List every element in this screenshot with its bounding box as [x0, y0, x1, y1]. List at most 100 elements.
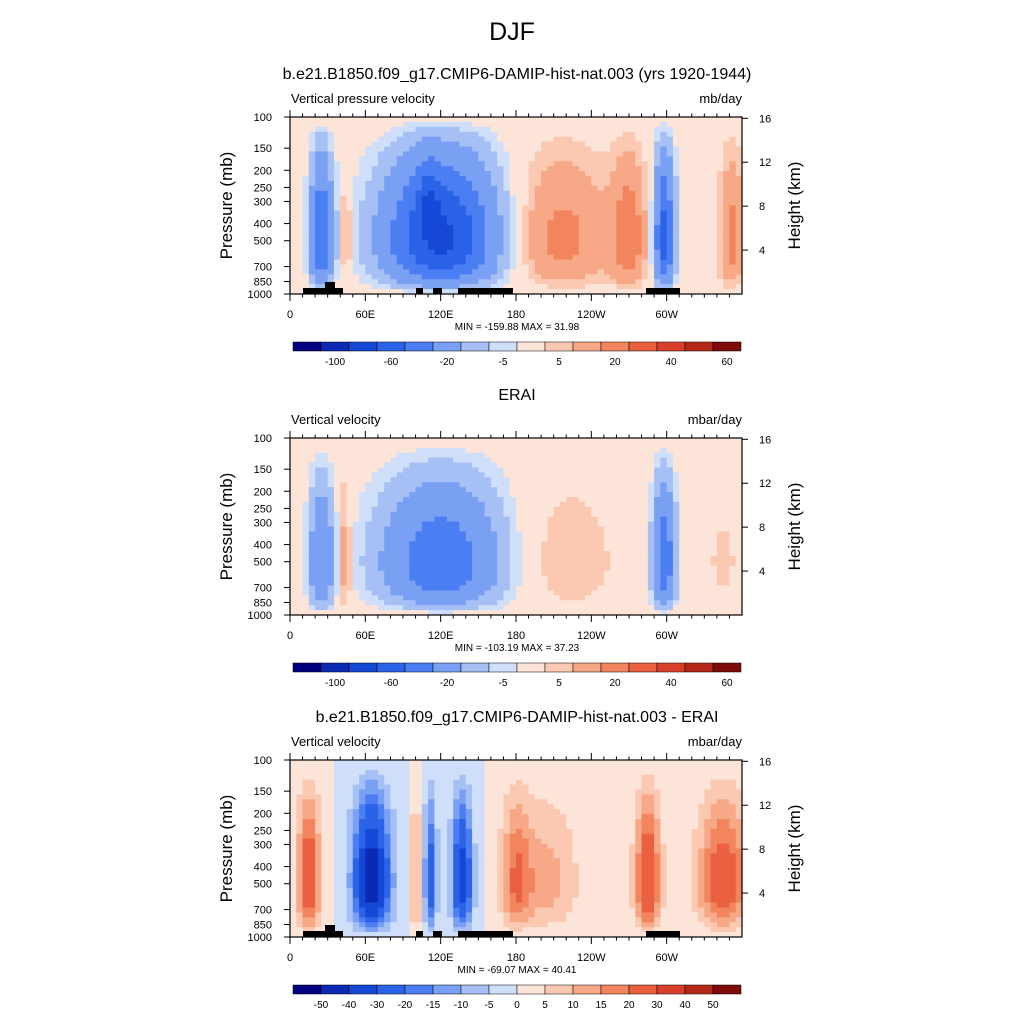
heatmap-cell: [716, 264, 724, 271]
heatmap-cell: [484, 482, 492, 488]
heatmap-cell: [704, 570, 712, 577]
heatmap-cell: [428, 462, 435, 469]
heatmap-cell: [572, 235, 580, 241]
heatmap-cell: [716, 249, 724, 256]
heatmap-cell: [503, 254, 511, 261]
heatmap-cell: [490, 195, 498, 202]
heatmap-cell: [453, 136, 461, 143]
heatmap-cell: [296, 590, 304, 596]
heatmap-cell: [409, 121, 417, 128]
heatmap-cell: [296, 126, 304, 133]
heatmap-cell: [566, 506, 574, 513]
heatmap-cell: [666, 457, 674, 464]
topography-bar: [646, 288, 680, 294]
heatmap-cell: [371, 487, 379, 493]
panel-units-label: mb/day: [699, 91, 742, 106]
heatmap-cell: [403, 121, 410, 128]
heatmap-cell: [654, 269, 661, 275]
heatmap-cell: [528, 156, 536, 162]
heatmap-cell: [459, 126, 467, 133]
heatmap-cell: [315, 205, 322, 212]
heatmap-cell: [572, 546, 580, 552]
heatmap-cell: [290, 487, 297, 493]
heatmap-cell: [396, 516, 404, 523]
heatmap-cell: [296, 210, 304, 216]
heatmap-cell: [465, 279, 473, 285]
heatmap-cell: [321, 161, 329, 167]
heatmap-cell: [365, 244, 373, 251]
heatmap-cell: [503, 447, 511, 454]
heatmap-cell: [528, 264, 536, 271]
heatmap-cell: [685, 269, 693, 275]
heatmap-cell: [710, 230, 718, 236]
heatmap-cell: [459, 171, 467, 177]
heatmap-cell: [528, 438, 536, 444]
heatmap-cell: [698, 526, 705, 533]
heatmap-cell: [528, 575, 536, 582]
heatmap-cell: [578, 279, 586, 285]
heatmap-cell: [503, 176, 511, 182]
heatmap-cell: [384, 457, 392, 464]
heatmap-cell: [396, 462, 404, 469]
heatmap-cell: [559, 259, 567, 266]
heatmap-cell: [415, 190, 423, 197]
heatmap-cell: [290, 185, 297, 192]
heatmap-cell: [516, 249, 523, 256]
heatmap-cell: [403, 156, 410, 162]
heatmap-cell: [465, 482, 473, 488]
heatmap-cell: [340, 249, 348, 256]
heatmap-cell: [453, 487, 461, 493]
heatmap-cell: [597, 585, 605, 592]
topography-mask: [303, 282, 680, 294]
heatmap-cell: [691, 200, 699, 207]
heatmap-cell: [472, 146, 479, 153]
heatmap-cell: [453, 526, 461, 533]
heatmap-cell: [409, 220, 417, 226]
heatmap-cell: [691, 284, 699, 290]
heatmap-cell: [472, 580, 479, 587]
heatmap-cell: [352, 141, 360, 148]
heatmap-cell: [403, 585, 410, 592]
heatmap-cell: [371, 185, 379, 192]
heatmap-cell: [396, 526, 404, 533]
heatmap-cell: [446, 205, 454, 212]
heatmap-cell: [421, 438, 429, 444]
heatmap-cell: [610, 536, 618, 542]
heatmap-cell: [528, 516, 536, 523]
heatmap-cell: [290, 259, 297, 266]
heatmap-cell: [509, 249, 517, 256]
y-tick-label: 850: [254, 277, 272, 289]
heatmap-cell: [547, 156, 555, 162]
heatmap-cell: [327, 126, 335, 133]
heatmap-cell: [484, 131, 492, 138]
heatmap-cell: [315, 254, 322, 261]
heatmap-cell: [428, 136, 435, 143]
heatmap-cell: [685, 511, 693, 518]
heatmap-cell: [384, 447, 392, 454]
heatmap-cell: [440, 516, 448, 523]
heatmap-cell: [685, 546, 693, 552]
heatmap-cell: [384, 121, 392, 128]
heatmap-cell: [390, 467, 398, 474]
heatmap-cell: [396, 467, 404, 474]
heatmap-cell: [679, 180, 687, 187]
heatmap-cell: [346, 230, 354, 236]
heatmap-cell: [290, 269, 297, 275]
heatmap-cell: [465, 452, 473, 459]
heatmap-cell: [572, 274, 580, 280]
heatmap-cell: [333, 447, 341, 454]
heatmap-cell: [729, 259, 737, 266]
heatmap-cell: [685, 121, 693, 128]
heatmap-cell: [522, 185, 530, 192]
heatmap-cell: [603, 438, 611, 444]
heatmap-cell: [371, 570, 379, 577]
heatmap-cell: [359, 590, 366, 596]
heatmap-cell: [566, 279, 574, 285]
heatmap-cell: [660, 284, 668, 290]
heatmap-cell: [327, 161, 335, 167]
heatmap-cell: [428, 536, 435, 542]
heatmap-cell: [723, 457, 731, 464]
heatmap-cell: [459, 472, 467, 478]
heatmap-cell: [296, 551, 304, 557]
heatmap-cell: [415, 230, 423, 236]
